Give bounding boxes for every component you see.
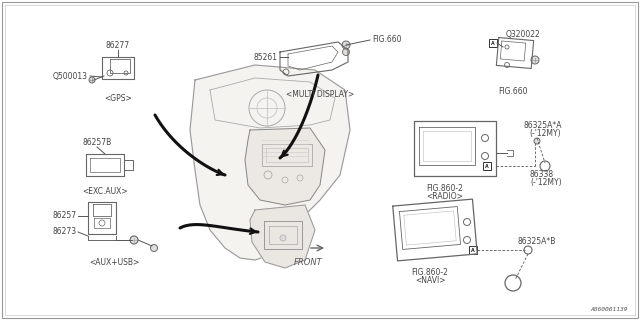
Text: 86257B: 86257B bbox=[83, 138, 111, 147]
Text: 86338: 86338 bbox=[530, 170, 554, 179]
Text: <NAVI>: <NAVI> bbox=[415, 276, 445, 285]
Text: 86325A*A: 86325A*A bbox=[523, 121, 561, 130]
Text: FIG.660: FIG.660 bbox=[499, 87, 528, 96]
Text: FIG.860-2: FIG.860-2 bbox=[412, 268, 449, 277]
Circle shape bbox=[280, 235, 286, 241]
Text: <AUX+USB>: <AUX+USB> bbox=[89, 258, 139, 267]
Circle shape bbox=[534, 138, 540, 144]
Circle shape bbox=[531, 56, 539, 64]
Polygon shape bbox=[250, 205, 315, 268]
Bar bbox=[489, 39, 497, 47]
Text: 86277: 86277 bbox=[106, 41, 130, 50]
Circle shape bbox=[342, 41, 350, 49]
Text: 86325A*B: 86325A*B bbox=[517, 237, 556, 246]
Text: A: A bbox=[471, 248, 475, 253]
Text: FIG.860-2: FIG.860-2 bbox=[427, 184, 463, 193]
Text: 86273: 86273 bbox=[53, 228, 77, 236]
Text: A: A bbox=[485, 164, 489, 169]
Polygon shape bbox=[245, 128, 325, 205]
Circle shape bbox=[342, 49, 349, 55]
Circle shape bbox=[89, 77, 95, 83]
Text: A: A bbox=[491, 41, 495, 46]
Text: 85261: 85261 bbox=[254, 52, 278, 61]
Bar bbox=[483, 162, 491, 170]
Bar bbox=[469, 246, 477, 254]
Text: FRONT: FRONT bbox=[294, 258, 323, 267]
Text: Q320022: Q320022 bbox=[506, 30, 540, 39]
Circle shape bbox=[130, 236, 138, 244]
Text: <GPS>: <GPS> bbox=[104, 94, 132, 103]
Circle shape bbox=[150, 244, 157, 252]
Text: A860001139: A860001139 bbox=[591, 307, 628, 312]
Text: <EXC.AUX>: <EXC.AUX> bbox=[82, 187, 128, 196]
Text: (-'12MY): (-'12MY) bbox=[529, 129, 561, 138]
Text: Q500013: Q500013 bbox=[53, 71, 88, 81]
Polygon shape bbox=[190, 65, 350, 260]
Text: <MULTI DISPLAY>: <MULTI DISPLAY> bbox=[286, 90, 354, 99]
Text: FIG.660: FIG.660 bbox=[372, 36, 401, 44]
Text: <RADIO>: <RADIO> bbox=[427, 192, 463, 201]
Text: (-'12MY): (-'12MY) bbox=[530, 178, 562, 187]
Text: 86257: 86257 bbox=[53, 212, 77, 220]
